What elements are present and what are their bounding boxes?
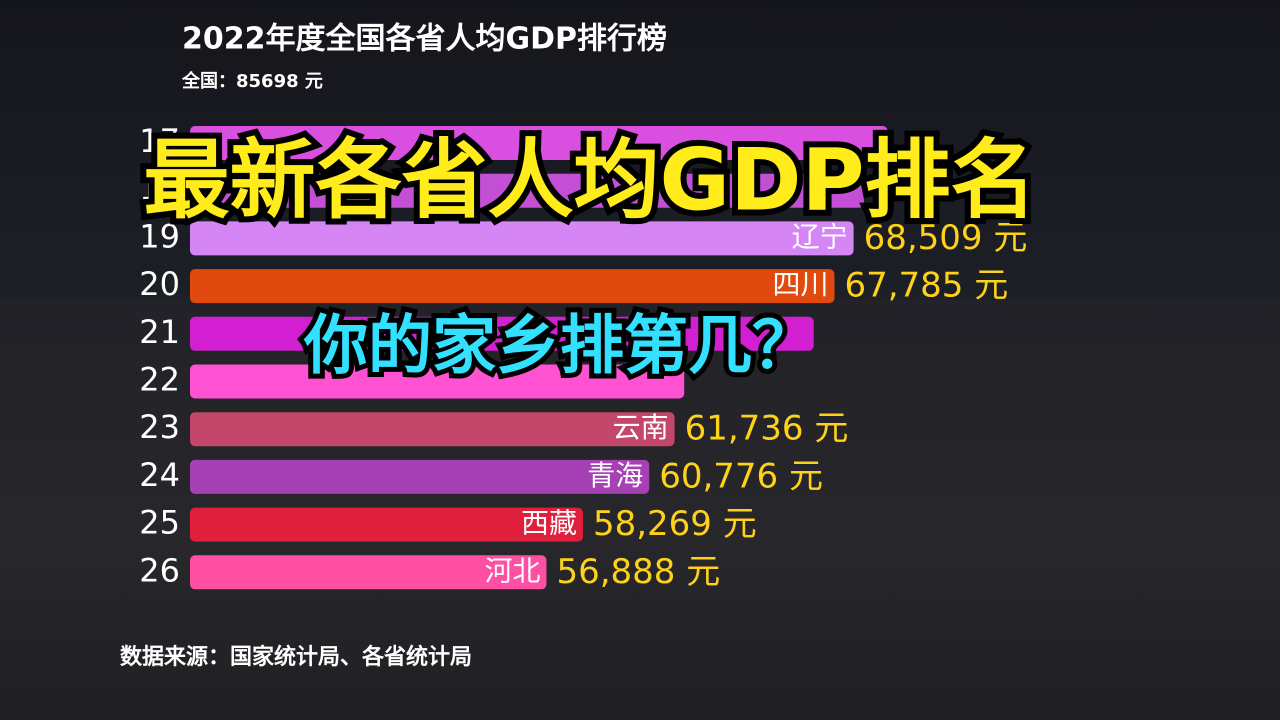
value-label: 60,776 元 [659,456,823,496]
rank-label: 17 [139,122,180,160]
bar [190,364,685,399]
value-label: 61,736 元 [685,409,849,449]
bar [190,555,547,590]
rank-label: 21 [139,313,180,351]
bar [190,173,864,208]
value-label: 56,888 元 [556,552,720,592]
bar [190,126,888,160]
category-label: 云南 [613,411,669,444]
bars: 17 18 19 辽宁 68,509 元 20 四川 67,785 元 21 22 23 云南 61,7… [139,122,1027,592]
bar [190,316,814,351]
value-label: 67,785 元 [844,266,1008,306]
chart-subtitle: 全国：85698 元 [181,70,323,92]
category-label: 河北 [484,554,540,587]
chart-title: 2022年度全国各省人均GDP排行榜 [182,22,667,57]
category-label: 青海 [587,459,643,492]
value-label: 68,509 元 [864,218,1028,258]
rank-label: 25 [139,504,180,542]
source-note: 数据来源：国家统计局、各省统计局 [120,644,472,670]
rank-label: 24 [139,456,180,494]
rank-label: 22 [139,361,180,399]
rank-label: 19 [139,217,180,255]
headline-overlay: 最新各省人均GDP排名 [143,130,1036,230]
value-label: 58,269 元 [593,504,757,544]
bar [190,221,854,256]
category-label: 西藏 [521,507,577,540]
bar [190,507,583,542]
question-overlay: 你的家乡排第几？ [303,310,816,384]
bar [190,459,650,494]
rank-label: 23 [139,408,180,446]
category-label: 四川 [772,268,828,301]
bar [190,412,675,447]
bar [190,269,835,304]
rank-label: 18 [139,170,180,208]
rank-label: 26 [139,551,180,589]
category-label: 辽宁 [792,220,848,253]
rank-label: 20 [139,265,180,303]
